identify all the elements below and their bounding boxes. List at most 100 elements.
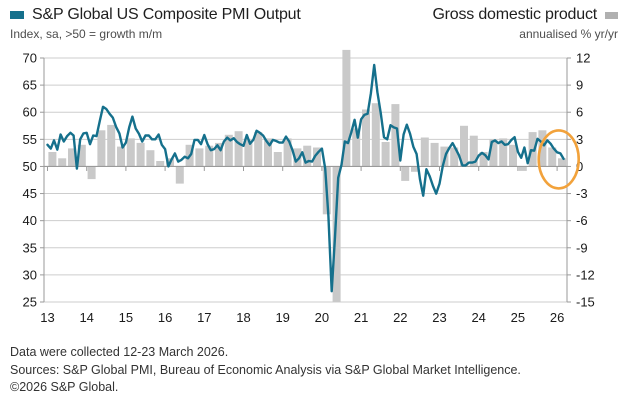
gdp-bar: [77, 144, 86, 167]
highlight-ellipse: [537, 129, 581, 190]
left-axis-label: 35: [23, 240, 37, 255]
legend-pmi: S&P Global US Composite PMI Output: [10, 6, 301, 24]
gdp-bar: [430, 142, 439, 167]
x-axis-label: 22: [393, 310, 407, 325]
gdp-bar: [293, 148, 302, 167]
right-axis-label: 12: [576, 51, 590, 66]
x-axis-label: 23: [432, 310, 446, 325]
right-axis-label: -9: [576, 240, 588, 255]
x-axis-label: 14: [79, 310, 93, 325]
gdp-bar: [558, 158, 566, 167]
left-axis-label: 60: [23, 105, 37, 120]
pmi-legend-swatch-icon: [10, 11, 24, 19]
left-axis-label: 25: [23, 295, 37, 310]
gdp-bar: [264, 138, 272, 167]
gdp-bar: [273, 152, 282, 167]
gdp-bar: [224, 134, 233, 167]
gdp-bar: [489, 139, 498, 167]
right-axis-label: -6: [576, 213, 588, 228]
pmi-line: [46, 63, 565, 293]
left-axis-label: 65: [23, 78, 37, 93]
gdp-bar: [450, 147, 459, 167]
gdp-bar: [234, 131, 243, 167]
gdp-bar: [244, 140, 253, 167]
pmi-axis-subtitle: Index, sa, >50 = growth m/m: [10, 27, 163, 41]
right-axis-label: 6: [576, 105, 583, 120]
chart-footer: Data were collected 12-23 March 2026. So…: [10, 344, 619, 397]
x-axis-label: 16: [158, 310, 172, 325]
gdp-bar: [469, 135, 478, 167]
gdp-bar: [126, 138, 135, 167]
gdp-legend-swatch-icon: [605, 11, 618, 19]
left-axis-label: 40: [23, 213, 37, 228]
x-axis-label: 15: [119, 310, 133, 325]
left-axis-label: 70: [23, 51, 37, 66]
gdp-bar: [479, 152, 488, 167]
gdp-bar: [283, 138, 292, 167]
gdp-bar: [381, 142, 390, 167]
left-axis-label: 50: [23, 159, 37, 174]
gdp-bar: [518, 166, 527, 171]
gdp-bar: [205, 145, 214, 167]
right-axis-label: -3: [576, 186, 588, 201]
right-axis-label: -15: [576, 295, 595, 310]
gdp-bar: [362, 109, 370, 167]
gdp-bar: [136, 142, 145, 167]
subtitle-row: Index, sa, >50 = growth m/m annualised %…: [10, 27, 618, 41]
right-axis-label: 9: [576, 78, 583, 93]
footer-sources: Sources: S&P Global PMI, Bureau of Econo…: [10, 362, 521, 377]
x-axis-label: 20: [315, 310, 329, 325]
gdp-bar: [391, 104, 400, 167]
gdp-bar: [195, 148, 204, 167]
x-axis-label: 24: [471, 310, 485, 325]
gdp-bar: [146, 150, 155, 167]
gdp-bar: [460, 125, 468, 167]
x-axis-label: 18: [236, 310, 250, 325]
gdp-bar: [117, 146, 125, 167]
gdp-bar: [68, 148, 76, 167]
gdp-bar: [175, 166, 184, 184]
gdp-bar: [332, 166, 341, 302]
gdp-bar: [371, 103, 380, 167]
gdp-bar: [58, 158, 67, 167]
gdp-bar: [352, 128, 361, 167]
right-axis-label: 0: [576, 159, 583, 174]
gdp-bar: [509, 144, 517, 167]
right-axis-label: 3: [576, 132, 583, 147]
gdp-bar: [156, 161, 165, 167]
gdp-bar: [87, 166, 96, 180]
left-axis-label: 45: [23, 186, 37, 201]
legend-gdp: Gross domestic product: [432, 6, 618, 24]
left-axis-label: 55: [23, 132, 37, 147]
gdp-bar: [48, 152, 57, 167]
gdp-bar: [107, 124, 116, 167]
left-axis-label: 30: [23, 267, 37, 282]
gdp-bar: [97, 130, 106, 167]
gdp-bar: [538, 130, 547, 167]
chart-header: S&P Global US Composite PMI Output Gross…: [10, 6, 618, 41]
gdp-legend-label: Gross domestic product: [432, 6, 597, 23]
x-axis-label: 26: [550, 310, 564, 325]
x-axis-label: 21: [354, 310, 368, 325]
x-axis-label: 17: [197, 310, 211, 325]
x-axis-label: 25: [511, 310, 525, 325]
footer-collection-note: Data were collected 12-23 March 2026.: [10, 345, 229, 359]
gdp-bar: [342, 49, 351, 167]
gdp-bar: [303, 145, 312, 167]
gdp-bar: [420, 137, 429, 167]
gdp-bar: [411, 166, 419, 172]
right-axis-label: -12: [576, 267, 595, 282]
gdp-axis-subtitle: annualised % yr/yr: [519, 27, 618, 41]
gdp-bar: [313, 147, 321, 167]
legend-row: S&P Global US Composite PMI Output Gross…: [10, 6, 618, 24]
gdp-bar: [401, 166, 410, 181]
x-axis-label: 19: [275, 310, 289, 325]
gdp-bar: [499, 138, 508, 167]
gdp-bar: [548, 147, 557, 167]
gdp-bar: [215, 142, 223, 167]
x-axis-label: 13: [40, 310, 54, 325]
gdp-bar: [254, 132, 263, 167]
footer-copyright: ©2026 S&P Global.: [10, 380, 119, 394]
